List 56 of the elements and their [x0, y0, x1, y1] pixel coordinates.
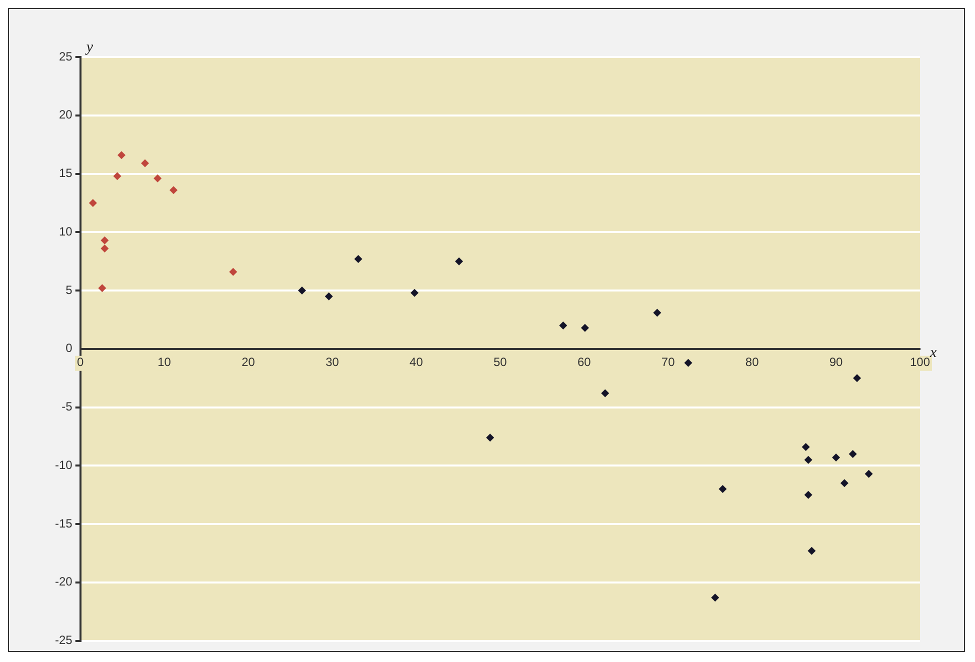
point — [455, 257, 464, 266]
point — [324, 292, 333, 300]
x-tick-label: 20 — [242, 355, 256, 370]
point — [808, 546, 816, 555]
point — [832, 453, 840, 462]
point — [100, 236, 109, 244]
x-tick-label: 70 — [661, 355, 676, 370]
y-tick-label: 20 — [58, 108, 73, 122]
point — [864, 470, 873, 478]
point — [804, 456, 812, 464]
x-tick-label: 80 — [745, 355, 760, 370]
x-tick-label: 100 — [910, 355, 930, 370]
point — [486, 434, 494, 442]
x-axis-title: x — [929, 344, 937, 361]
point — [229, 268, 238, 276]
x-tick-label: 40 — [410, 355, 424, 370]
y-tick-label: -20 — [55, 574, 73, 589]
x-tick-label: 60 — [577, 355, 592, 370]
point — [804, 490, 812, 499]
y-tick-label: -15 — [55, 516, 73, 530]
point — [410, 288, 419, 297]
x-tick-label: 90 — [829, 355, 844, 370]
y-tick-label: -5 — [62, 400, 73, 414]
y-tick-label: 0 — [66, 341, 73, 356]
point — [718, 485, 727, 494]
point — [88, 198, 97, 207]
x-tick-label: 0 — [77, 355, 84, 370]
y-tick-label: 10 — [58, 224, 73, 238]
y-tick-label: 25 — [58, 49, 73, 64]
point — [853, 374, 862, 382]
point — [601, 389, 610, 398]
point — [653, 308, 662, 317]
point — [298, 286, 306, 295]
y-tick-label: -25 — [55, 633, 73, 648]
point — [98, 284, 106, 292]
y-tick-label: 5 — [66, 282, 73, 297]
point — [117, 151, 126, 160]
y-tick-label: -10 — [55, 458, 73, 472]
point — [684, 358, 692, 367]
x-tick-label: 10 — [158, 355, 172, 370]
point — [559, 322, 568, 330]
point — [170, 186, 178, 194]
x-tick-label: 50 — [493, 355, 508, 370]
point — [113, 172, 122, 180]
point — [100, 244, 109, 252]
point — [848, 450, 857, 458]
y-tick-label: 15 — [58, 166, 73, 180]
point — [154, 174, 162, 182]
x-tick-label: 30 — [326, 355, 340, 370]
point — [802, 442, 810, 451]
point — [840, 479, 848, 488]
point — [141, 159, 149, 168]
point — [354, 254, 362, 263]
y-axis-title: y — [84, 39, 94, 56]
point — [711, 594, 720, 602]
point — [580, 324, 589, 332]
